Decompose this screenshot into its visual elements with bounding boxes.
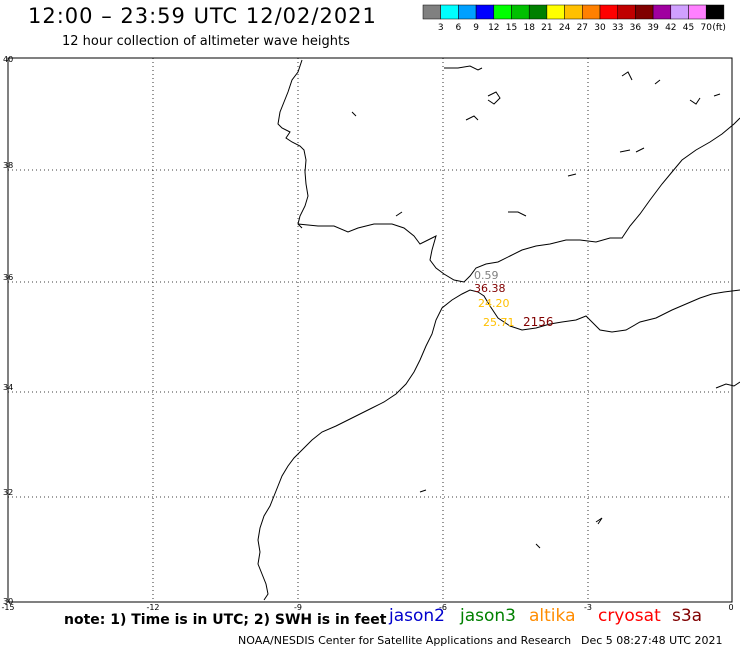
- satellite-s3a: s3a: [672, 606, 703, 626]
- island-11: [635, 147, 645, 153]
- longitude-label: -9: [294, 603, 302, 612]
- swh-observation: 0.59: [474, 269, 499, 282]
- satellite-cryosat: cryosat: [598, 606, 661, 626]
- colorbar-swatch: [688, 4, 707, 20]
- swh-observation: 2156: [523, 315, 554, 329]
- colorbar-swatch: [617, 4, 636, 20]
- island-4: [508, 211, 527, 217]
- colorbar-label: 15: [506, 23, 517, 33]
- colorbar-swatch: [528, 4, 548, 20]
- colorbar-swatch: [440, 4, 459, 20]
- colorbar-label: 9: [473, 23, 479, 33]
- colorbar-swatch: [582, 4, 601, 20]
- longitude-label: -3: [584, 603, 592, 612]
- colorbar-label: 27: [577, 23, 588, 33]
- colorbar-swatch: [475, 4, 495, 20]
- colorbar-label: 30: [594, 23, 606, 33]
- footer-timestamp: Dec 5 08:27:48 UTC 2021: [581, 634, 723, 647]
- longitude-label: -15: [1, 603, 14, 612]
- coastline-morocco: [257, 289, 479, 601]
- map-grid: 40 38 36 34 32 30-15 -12 -9 -6 -3 0: [1, 55, 733, 612]
- latitude-label: 40: [3, 55, 13, 64]
- swh-observation: 24.20: [478, 297, 510, 310]
- colorbar-swatch: [511, 4, 530, 20]
- swh-observation: 36.38: [474, 282, 506, 295]
- colorbar-swatch: [635, 4, 654, 20]
- coastline-iberia-west: [277, 59, 309, 229]
- longitude-label: -12: [146, 603, 159, 612]
- page-title: 12:00 – 23:59 UTC 12/02/2021: [28, 4, 377, 28]
- colorbar-swatch: [564, 4, 583, 20]
- island-6: [621, 71, 633, 81]
- colorbar-label: 12: [488, 23, 499, 33]
- colorbar-label: 24: [559, 23, 571, 33]
- island-5: [395, 211, 403, 217]
- colorbar-swatch: [652, 4, 672, 20]
- footer-note: note: 1) Time is in UTC; 2) SWH is in fe…: [64, 612, 387, 628]
- island-2: [487, 91, 501, 105]
- colorbar-swatch: [670, 4, 689, 20]
- island-15: [419, 489, 427, 493]
- colorbar-swatch: [546, 4, 565, 20]
- colorbar-legend: 3 6 9 12 15 18 21 24 27 30 33 36 39 42 45 70 (ft): [422, 4, 726, 33]
- island-3: [465, 115, 479, 121]
- page-subtitle: 12 hour collection of altimeter wave hei…: [62, 34, 350, 49]
- satellite-jason3: jason3: [460, 606, 516, 626]
- latitude-label: 38: [3, 161, 13, 170]
- latitude-label: 34: [3, 383, 13, 392]
- colorbar-label: 70: [700, 23, 712, 33]
- colorbar-label: 6: [456, 23, 462, 33]
- colorbar-label: 33: [612, 23, 623, 33]
- satellite-jason2: jason2: [389, 606, 445, 626]
- colorbar-label: 3: [438, 23, 444, 33]
- latitude-label: 30: [3, 597, 13, 606]
- island-16: [351, 111, 357, 117]
- colorbar-swatch: [705, 4, 725, 20]
- colorbar-label: 45: [683, 23, 694, 33]
- latitude-label: 36: [3, 273, 13, 282]
- colorbar-unit: (ft): [712, 23, 726, 33]
- island-9: [713, 93, 721, 97]
- island-12: [715, 381, 740, 389]
- colorbar-swatch: [422, 4, 441, 20]
- swh-observation: 25.71: [483, 316, 515, 329]
- longitude-label: 0: [728, 603, 733, 612]
- latitude-label: 32: [3, 488, 13, 497]
- map-frame: [7, 57, 733, 603]
- footer-credit: NOAA/NESDIS Center for Satellite Applica…: [238, 634, 572, 647]
- colorbar-swatch: [599, 4, 618, 20]
- colorbar-swatch: [493, 4, 512, 20]
- island-10: [619, 149, 631, 153]
- colorbar-label: 18: [523, 23, 535, 33]
- coastline: [257, 59, 740, 601]
- island-8: [689, 97, 701, 105]
- colorbar-label: 42: [665, 23, 676, 33]
- island-14: [535, 543, 541, 549]
- island-7: [654, 79, 661, 85]
- colorbar-label: 21: [541, 23, 552, 33]
- coastline-africa-north: [477, 289, 740, 333]
- longitude-label: -6: [439, 603, 447, 612]
- island-13: [595, 517, 603, 525]
- colorbar-swatch: [458, 4, 477, 20]
- colorbar-label: 39: [647, 23, 659, 33]
- satellite-altika: altika: [529, 606, 576, 626]
- colorbar-label: 36: [630, 23, 642, 33]
- island-1: [444, 65, 483, 71]
- coastline-spain-south: [297, 117, 740, 283]
- island-17: [567, 173, 577, 177]
